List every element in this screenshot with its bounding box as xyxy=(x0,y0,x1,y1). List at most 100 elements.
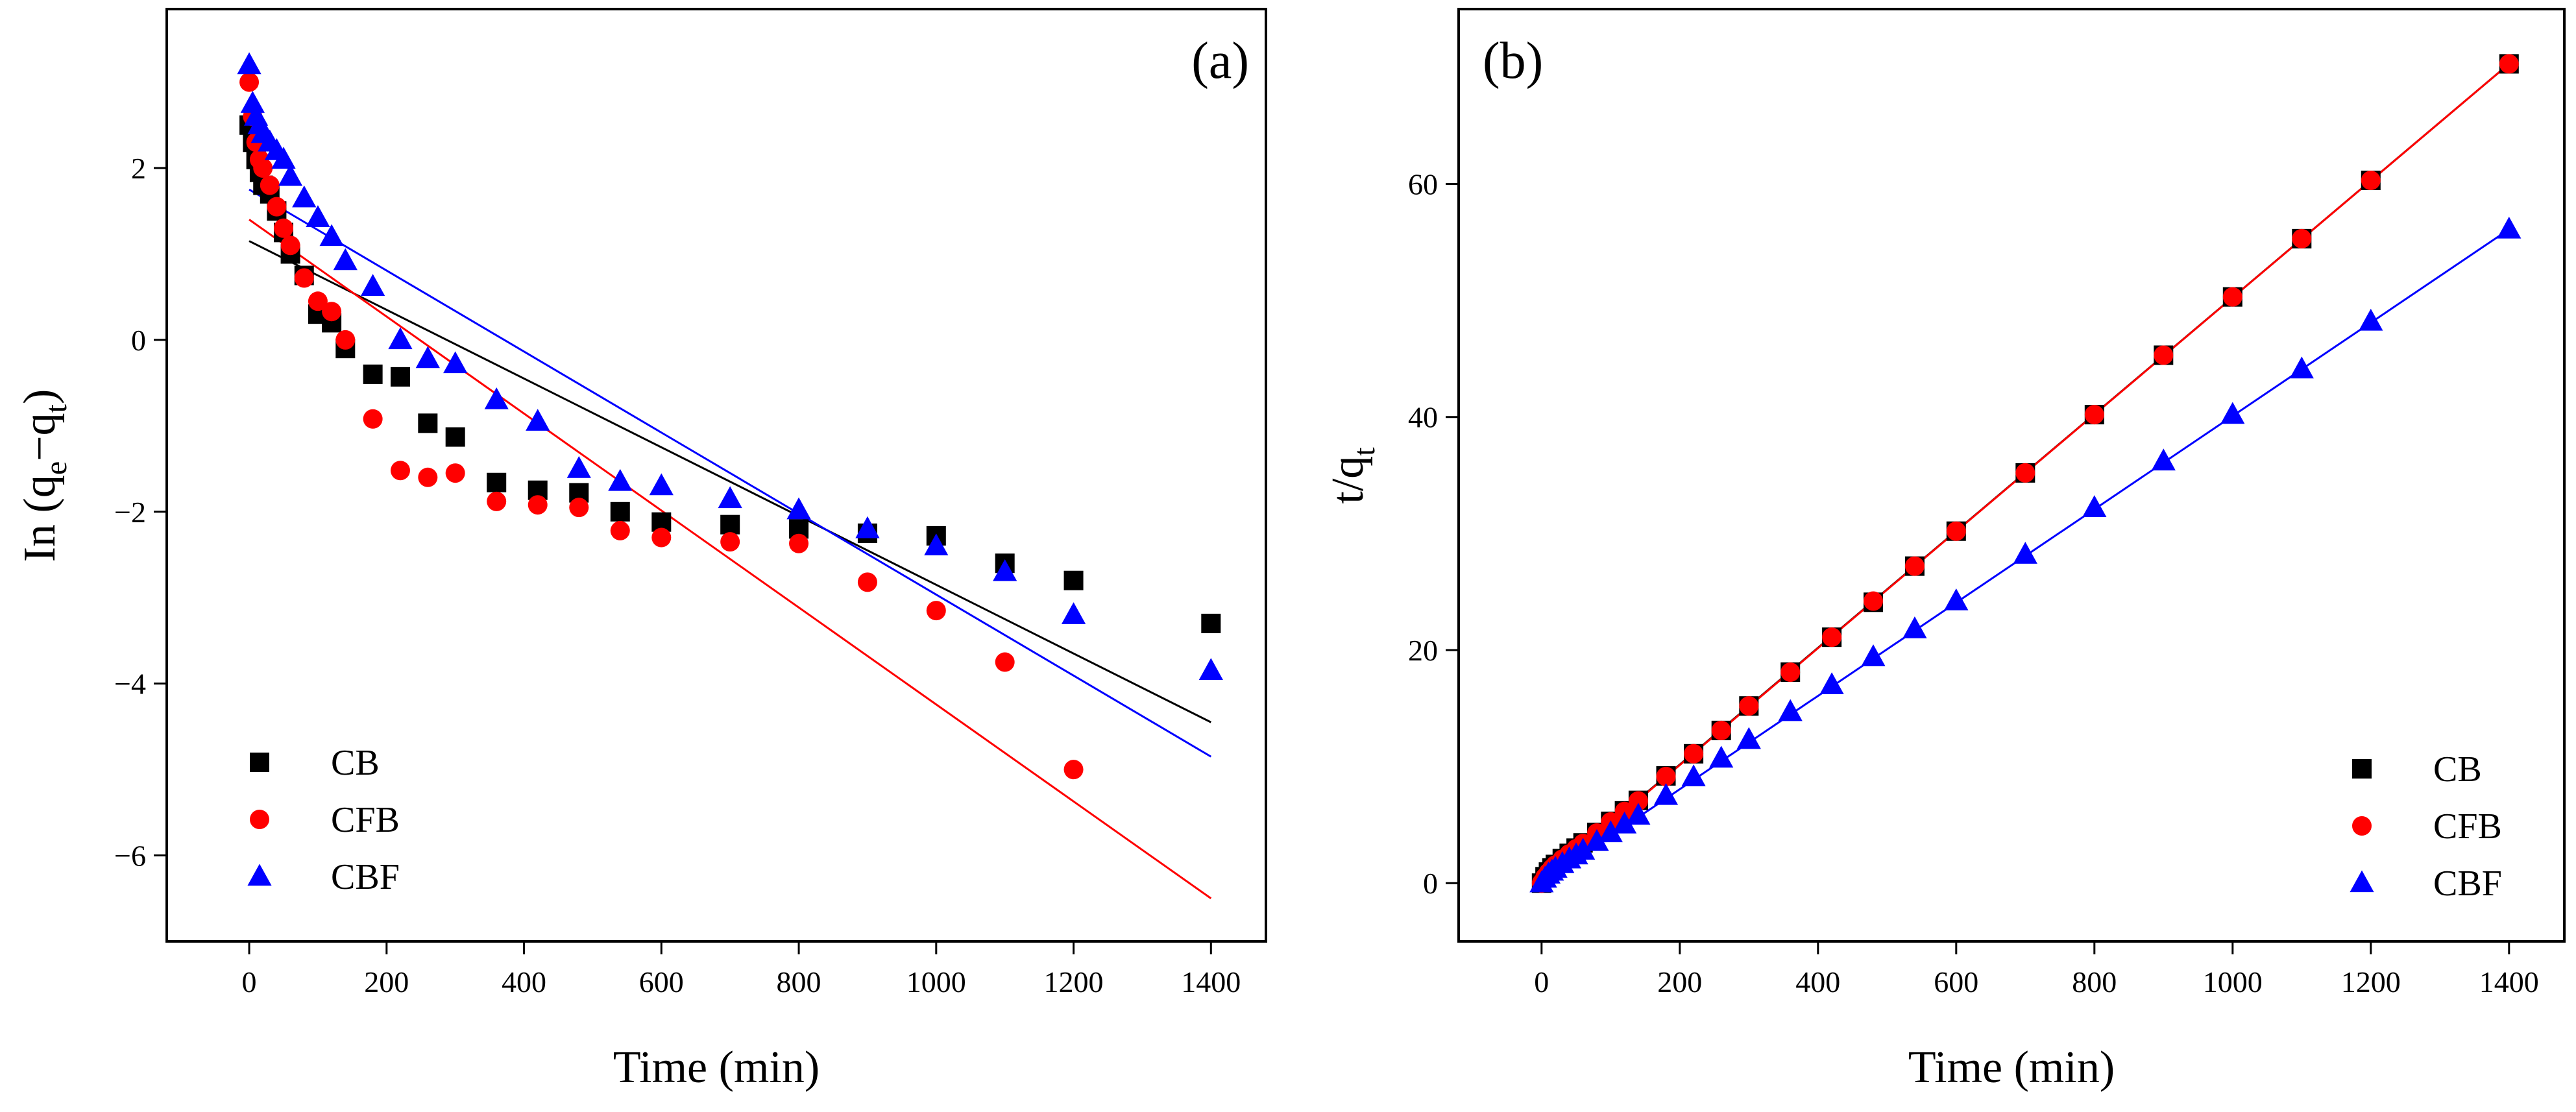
point-cbf xyxy=(388,327,413,350)
x-tick-label: 1000 xyxy=(906,965,966,998)
point-cfb xyxy=(2222,287,2242,307)
legend-label-cbf: CBF xyxy=(331,857,400,897)
x-tick-label: 1200 xyxy=(1044,965,1104,998)
legend-label-cb: CB xyxy=(331,743,380,783)
point-cfb xyxy=(260,175,280,195)
x-axis: 0 200 400 600 800 1000 1200 1400 xyxy=(242,941,1241,998)
point-cb xyxy=(363,364,383,384)
y-tick-label: 60 xyxy=(1408,167,1438,200)
point-cfb xyxy=(789,533,809,553)
point-cbf xyxy=(1571,838,1596,860)
chart-panel-a: 0 200 400 600 800 1000 1200 1400 −6 −4 −2 0 2 CB CFB… xyxy=(15,8,1267,1093)
point-cbf xyxy=(240,91,265,113)
point-cbf xyxy=(1626,803,1651,825)
point-cb xyxy=(1201,613,1221,633)
point-cbf xyxy=(1681,764,1706,786)
fit-line-cfb xyxy=(249,219,1212,900)
point-cbf xyxy=(237,52,261,75)
point-cfb xyxy=(294,268,314,288)
point-cb xyxy=(1063,570,1084,590)
point-cfb xyxy=(1684,743,1704,764)
point-cbf xyxy=(278,163,303,186)
x-tick-label: 1400 xyxy=(2479,965,2539,998)
point-cfb xyxy=(418,467,438,487)
plot-frame xyxy=(1457,8,2566,943)
point-cfb xyxy=(280,236,300,256)
legend-label-cbf: CBF xyxy=(2433,864,2502,904)
point-cbf xyxy=(608,468,633,491)
panel-label: (a) xyxy=(1191,32,1249,90)
legend-marker-cbf xyxy=(247,864,272,886)
series-cbf xyxy=(1529,216,2521,893)
point-cfb xyxy=(308,291,328,311)
point-cbf xyxy=(1709,745,1734,768)
point-cbf xyxy=(306,205,330,228)
x-tick-label: 200 xyxy=(364,965,409,998)
point-cfb xyxy=(322,302,342,322)
point-cfb xyxy=(651,527,672,548)
point-cbf xyxy=(1819,672,1844,694)
legend-label-cb: CB xyxy=(2433,749,2482,790)
point-cbf xyxy=(333,248,358,271)
y-tick-label: −2 xyxy=(114,496,146,529)
x-axis-title: Time (min) xyxy=(1908,1043,2115,1093)
point-cfb xyxy=(569,498,589,518)
point-cfb xyxy=(528,495,548,515)
point-cbf xyxy=(566,456,591,478)
y-tick-label: −4 xyxy=(114,668,146,701)
point-cfb xyxy=(1780,662,1801,683)
point-cbf xyxy=(2013,542,2037,564)
point-cfb xyxy=(2015,463,2035,483)
point-cfb xyxy=(926,601,946,621)
legend-label-cfb: CFB xyxy=(331,800,400,840)
point-cbf xyxy=(1778,699,1803,721)
x-tick-label: 600 xyxy=(639,965,684,998)
y-tick-label: 20 xyxy=(1408,634,1438,667)
panel-label: (b) xyxy=(1483,32,1543,90)
series-cbf xyxy=(237,52,1223,680)
point-cbf xyxy=(271,147,296,169)
point-cfb xyxy=(995,652,1015,672)
y-tick-label: 2 xyxy=(131,152,146,185)
point-cb xyxy=(610,502,630,522)
point-cbf xyxy=(526,409,550,431)
point-cbf xyxy=(1736,727,1761,749)
x-tick-label: 200 xyxy=(1657,965,1702,998)
x-tick-label: 400 xyxy=(502,965,546,998)
y-tick-label: 40 xyxy=(1408,401,1438,434)
series-cfb xyxy=(239,72,1084,780)
point-cbf xyxy=(443,351,468,374)
point-cbf xyxy=(2082,495,2107,517)
point-cbf xyxy=(2497,216,2521,239)
x-tick-label: 400 xyxy=(1795,965,1840,998)
y-axis-title: t/qt xyxy=(1323,447,1381,504)
series-cb xyxy=(239,115,1221,633)
point-cbf xyxy=(2220,402,2245,424)
point-cbf xyxy=(484,387,509,409)
x-tick-label: 1000 xyxy=(2203,965,2263,998)
point-cfb xyxy=(1656,766,1676,786)
point-cbf xyxy=(1598,820,1623,843)
data-points xyxy=(237,52,1223,780)
point-cfb xyxy=(1822,627,1842,647)
point-cb xyxy=(445,427,465,447)
point-cb xyxy=(720,514,740,535)
point-cbf xyxy=(718,486,742,509)
fit-line-cbf xyxy=(249,188,1212,758)
point-cfb xyxy=(253,158,273,178)
point-cbf xyxy=(1861,644,1886,666)
point-cbf xyxy=(415,346,440,369)
fit-lines xyxy=(249,188,1212,900)
point-cbf xyxy=(1612,811,1637,834)
y-tick-label: 0 xyxy=(131,324,146,357)
point-cbf xyxy=(993,559,1017,581)
point-cfb xyxy=(363,409,383,429)
point-cbf xyxy=(1198,658,1223,680)
point-cb xyxy=(487,472,507,492)
point-cbf xyxy=(1061,602,1086,624)
x-tick-label: 0 xyxy=(1534,965,1549,998)
point-cfb xyxy=(1711,720,1731,740)
point-cfb xyxy=(273,218,293,238)
x-tick-label: 1400 xyxy=(1181,965,1241,998)
fit-line-cb xyxy=(249,240,1211,723)
